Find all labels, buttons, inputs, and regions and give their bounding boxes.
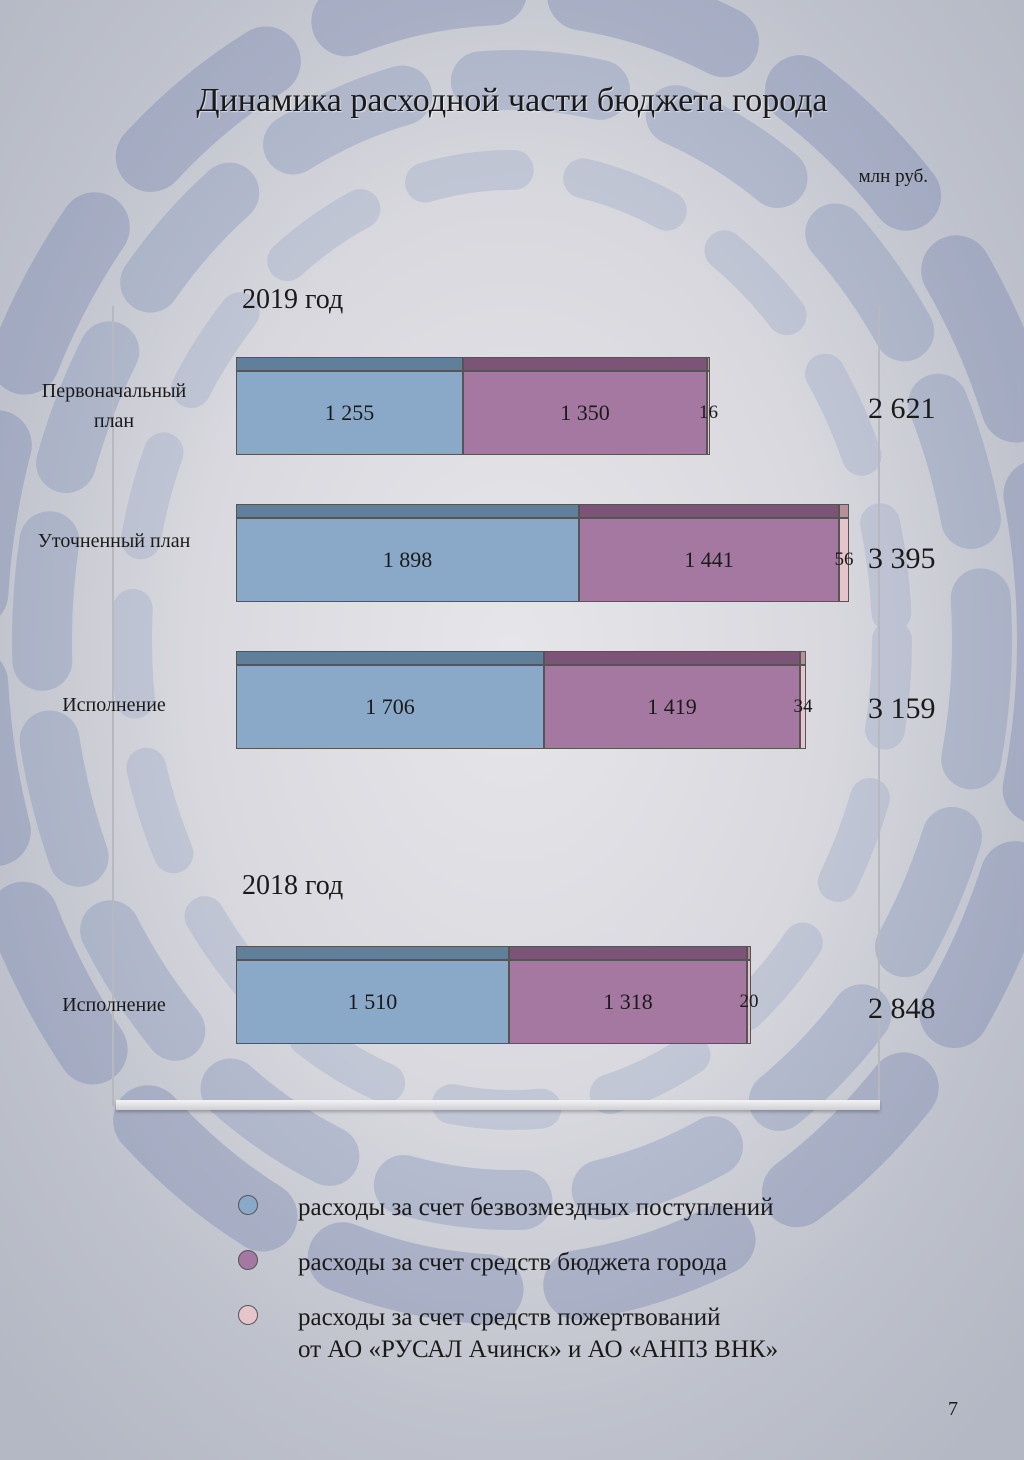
- bar-segment-top: [236, 651, 544, 665]
- data-label: 56: [834, 549, 854, 570]
- data-label: 1 441: [684, 547, 734, 572]
- bar-segment-top: [839, 504, 849, 518]
- bar-segment-top: [544, 651, 800, 665]
- bar-segment-top: [579, 504, 839, 518]
- bar-segment: [839, 518, 849, 602]
- bar-segment-top: [463, 357, 707, 371]
- bar-segment-top: [236, 946, 509, 960]
- data-label: 1 510: [347, 989, 398, 1014]
- units-label: млн руб.: [858, 166, 928, 187]
- category-label: Исполнение: [62, 994, 166, 1016]
- bar-segment-top: [236, 504, 579, 518]
- page-title: Динамика расходной части бюджета города: [196, 82, 828, 119]
- bar-segment: [747, 960, 751, 1044]
- bar-segment-top: [236, 357, 463, 371]
- chart-floor: [116, 1100, 880, 1110]
- data-label: 1 898: [382, 547, 433, 572]
- legend-swatch: [238, 1305, 258, 1325]
- bar-segment: [800, 665, 806, 749]
- bar-segment-top: [509, 946, 747, 960]
- bar-segment: [544, 665, 800, 749]
- bar-segment: [463, 371, 707, 455]
- legend-entry: расходы за счет безвозмездных поступлени…: [298, 1194, 774, 1221]
- bar-segment-top: [800, 651, 806, 665]
- group-label-2019: 2019 год: [242, 284, 344, 315]
- data-label: 20: [739, 991, 759, 1012]
- chart-frame: [112, 306, 880, 1106]
- data-label: 16: [699, 402, 718, 423]
- bar-segment: [236, 665, 544, 749]
- legend-swatch: [238, 1250, 258, 1270]
- category-label: Исполнение: [62, 694, 166, 716]
- legend-swatch: [238, 1195, 258, 1215]
- bar-segment-top: [747, 946, 751, 960]
- total-label: 3 159: [868, 692, 936, 725]
- data-label: 34: [793, 696, 813, 717]
- bar-segment: [509, 960, 747, 1044]
- category-label: Уточненный план: [37, 530, 191, 552]
- total-label: 2 848: [868, 992, 936, 1025]
- legend-entry: расходы за счет средств бюджета города: [298, 1249, 727, 1276]
- data-label: 1 318: [603, 989, 653, 1014]
- data-label: 1 350: [560, 400, 610, 425]
- total-label: 3 395: [868, 542, 936, 575]
- category-label: Первоначальный план: [41, 380, 187, 432]
- total-label: 2 621: [868, 392, 936, 425]
- bar-segment: [236, 371, 463, 455]
- group-label-2018: 2018 год: [242, 870, 344, 901]
- bar-segment-top: [707, 357, 710, 371]
- data-label: 1 419: [647, 694, 697, 719]
- data-label: 1 706: [365, 694, 415, 719]
- bar-segment: [579, 518, 839, 602]
- legend-entry: расходы за счет средств пожертвований от…: [298, 1304, 779, 1363]
- data-label: 1 255: [324, 400, 375, 425]
- bar-segment: [236, 960, 509, 1044]
- bar-segment: [707, 371, 710, 455]
- page-number: 7: [948, 1398, 958, 1420]
- bar-segment: [236, 518, 579, 602]
